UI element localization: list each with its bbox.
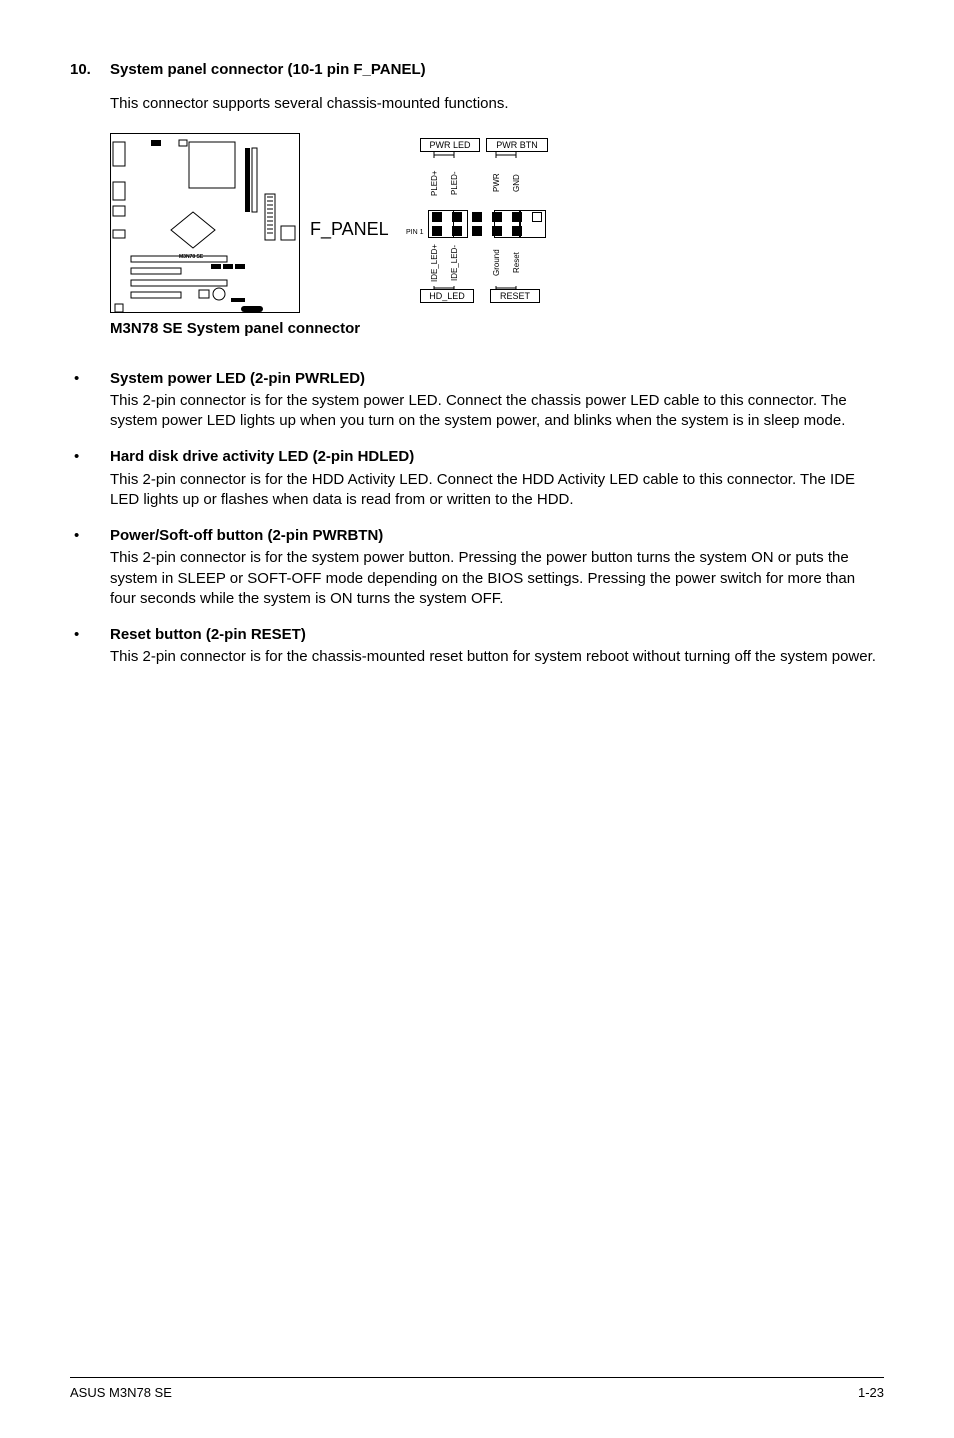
section-number: 10. — [70, 60, 110, 80]
bullet-marker: • — [70, 447, 110, 510]
connector-diagram: M3N78 SE F_PANEL PWR LED PWR BTN HD_LED … — [110, 133, 530, 343]
box-pwr-btn: PWR BTN — [486, 138, 548, 152]
pin1-label: PIN 1 — [406, 228, 424, 237]
footer-left: ASUS M3N78 SE — [70, 1384, 172, 1402]
pin-pled-minus: PLED- — [450, 158, 461, 208]
bullet-item: • Hard disk drive activity LED (2-pin HD… — [70, 447, 884, 510]
bullet-text: This 2-pin connector is for the system p… — [110, 548, 884, 609]
box-reset: RESET — [490, 289, 540, 303]
pin-ide-led-plus: IDE_LED+ — [430, 238, 441, 288]
bullet-title: Hard disk drive activity LED (2-pin HDLE… — [110, 447, 884, 467]
bullet-item: • Reset button (2-pin RESET) This 2-pin … — [70, 625, 884, 668]
bullet-text: This 2-pin connector is for the system p… — [110, 391, 884, 432]
diagram-caption: M3N78 SE System panel connector — [110, 319, 360, 339]
bullet-title: Power/Soft-off button (2-pin PWRBTN) — [110, 526, 884, 546]
bullet-list: • System power LED (2-pin PWRLED) This 2… — [70, 369, 884, 668]
pin-reset: Reset — [512, 238, 523, 288]
bullet-title: Reset button (2-pin RESET) — [110, 625, 884, 645]
footer-right: 1-23 — [858, 1384, 884, 1402]
bullet-text: This 2-pin connector is for the HDD Acti… — [110, 470, 884, 511]
bullet-item: • Power/Soft-off button (2-pin PWRBTN) T… — [70, 526, 884, 609]
box-hd-led: HD_LED — [420, 289, 474, 303]
section-title: System panel connector (10-1 pin F_PANEL… — [110, 60, 426, 80]
connector-pinout: PWR LED PWR BTN HD_LED RESET PLED+ PLED-… — [410, 138, 580, 303]
pin-pled-plus: PLED+ — [430, 158, 441, 208]
pin-pwr: PWR — [492, 158, 503, 208]
page-footer: ASUS M3N78 SE 1-23 — [70, 1377, 884, 1402]
box-pwr-led: PWR LED — [420, 138, 480, 152]
section-header: 10. System panel connector (10-1 pin F_P… — [70, 60, 884, 80]
mobo-brand-text: M3N78 SE — [179, 254, 204, 260]
section-intro: This connector supports several chassis-… — [110, 94, 884, 114]
bullet-text: This 2-pin connector is for the chassis-… — [110, 647, 884, 667]
bullet-marker: • — [70, 369, 110, 432]
pin-ground: Ground — [492, 238, 503, 288]
bullet-marker: • — [70, 625, 110, 668]
f-panel-label: F_PANEL — [310, 217, 389, 241]
motherboard-svg: M3N78 SE — [111, 134, 301, 314]
motherboard-outline: M3N78 SE — [110, 133, 300, 313]
bullet-item: • System power LED (2-pin PWRLED) This 2… — [70, 369, 884, 432]
pin-ide-led-minus: IDE_LED- — [450, 238, 461, 288]
pin-header-icon — [428, 210, 548, 238]
bullet-marker: • — [70, 526, 110, 609]
pin-gnd: GND — [512, 158, 523, 208]
bullet-title: System power LED (2-pin PWRLED) — [110, 369, 884, 389]
